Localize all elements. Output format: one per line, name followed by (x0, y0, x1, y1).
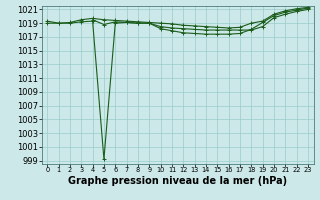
X-axis label: Graphe pression niveau de la mer (hPa): Graphe pression niveau de la mer (hPa) (68, 176, 287, 186)
